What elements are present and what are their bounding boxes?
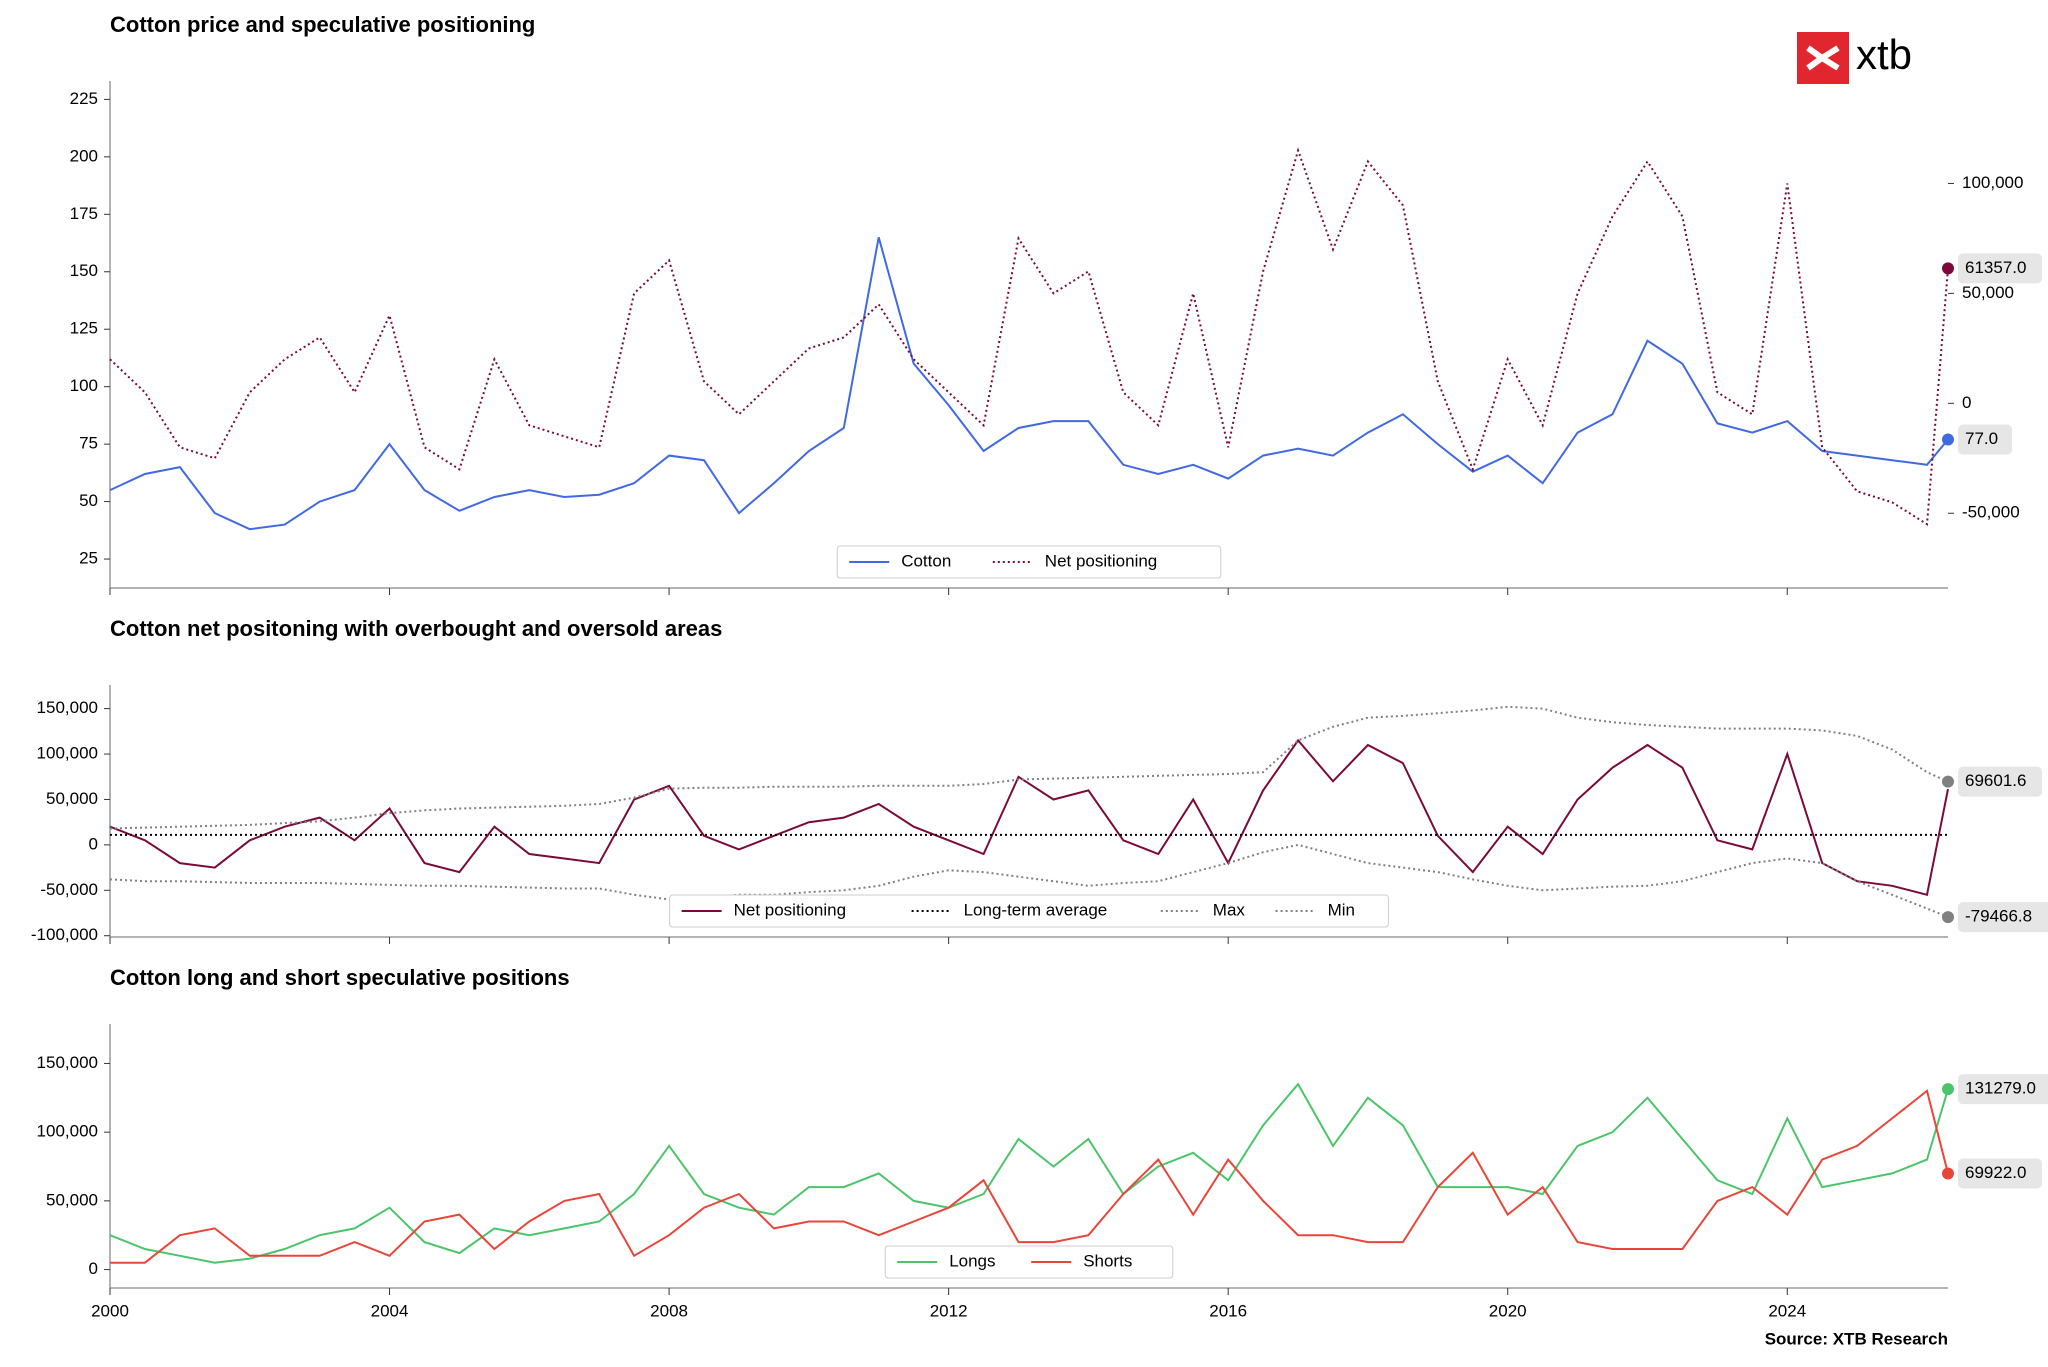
y-tick-label: 50,000 [46, 1190, 98, 1209]
logo-x [1806, 45, 1840, 71]
end-marker [1942, 911, 1954, 924]
end-label-box [1958, 902, 2048, 933]
x-tick-label: 2016 [1209, 1301, 1247, 1320]
end-marker [1942, 775, 1954, 788]
y-tick-label: 0 [89, 1259, 98, 1278]
panel-title: Cotton long and short speculative positi… [110, 965, 570, 990]
end-marker [1942, 433, 1954, 446]
y-tick-label: -50,000 [40, 880, 98, 899]
end-label-box [1958, 424, 2012, 455]
end-marker [1942, 262, 1954, 275]
panel-title: Cotton net positoning with overbought an… [110, 616, 722, 641]
legend-box [669, 894, 1389, 928]
y-tick-label: 200 [70, 146, 98, 165]
y-tick-label: 0 [89, 834, 98, 853]
x-tick-label: 2012 [930, 1301, 968, 1320]
series-group [109, 1082, 1949, 1264]
legend-label: Longs [949, 1251, 995, 1270]
y-tick-label: 150,000 [37, 1053, 98, 1072]
end-label: 61357.0 [1965, 258, 2026, 277]
legend-label: Net positioning [734, 900, 846, 919]
series-line [109, 705, 1949, 830]
y-tick-label: 50,000 [46, 789, 98, 808]
y-tick-label: 75 [79, 434, 98, 453]
y-tick-label: 125 [70, 319, 98, 338]
legend-label: Min [1328, 900, 1355, 919]
y-tick-label: 150,000 [37, 698, 98, 717]
y2-tick-label: -50,000 [1962, 503, 2020, 522]
y2-tick-label: 50,000 [1962, 283, 2014, 302]
legend-label: Long-term average [964, 900, 1108, 919]
end-label: 77.0 [1965, 429, 1998, 448]
y-tick-label: 100,000 [37, 744, 98, 763]
y-tick-label: 100,000 [37, 1122, 98, 1141]
series-line [109, 237, 1949, 531]
legend-label: Net positioning [1045, 551, 1157, 570]
y-tick-label: 150 [70, 261, 98, 280]
x-tick-label: 2000 [91, 1301, 129, 1320]
y-tick-label: 50 [79, 491, 98, 510]
x-tick-label: 2024 [1768, 1301, 1806, 1320]
end-label-box [1958, 1158, 2042, 1189]
series-line [110, 1089, 1949, 1264]
end-label-box [1958, 766, 2042, 797]
end-label: 69601.6 [1965, 771, 2026, 790]
series-line [109, 147, 1949, 526]
y-tick-label: 100 [70, 376, 98, 395]
end-label-box [1958, 253, 2042, 284]
legend-label: Max [1213, 900, 1246, 919]
legend-label: Cotton [901, 551, 951, 570]
y-tick-label: 225 [70, 89, 98, 108]
series-line [109, 1082, 1949, 1264]
y2-tick-label: 0 [1962, 393, 1971, 412]
end-marker [1942, 1167, 1954, 1180]
y-tick-label: 175 [70, 204, 98, 223]
x-tick-label: 2020 [1489, 1301, 1527, 1320]
source: Source: XTB Research [1765, 1329, 1948, 1348]
panel-title: Cotton price and speculative positioning [110, 12, 535, 37]
y-tick-label: -100,000 [31, 925, 98, 944]
logo-text: xtb [1856, 31, 1912, 78]
x-tick-label: 2004 [371, 1301, 409, 1320]
legend-box [884, 1245, 1174, 1279]
end-label-box [1958, 1074, 2048, 1105]
end-label: 69922.0 [1965, 1163, 2026, 1182]
series-group [109, 147, 1949, 531]
end-label: 131279.0 [1965, 1079, 2036, 1098]
legend-label: Shorts [1083, 1251, 1132, 1270]
y2-tick-label: 100,000 [1962, 173, 2023, 192]
series-line [109, 738, 1949, 897]
x-tick-label: 2008 [650, 1301, 688, 1320]
series-group [109, 705, 1949, 919]
end-label: -79466.8 [1965, 907, 2032, 926]
end-marker [1942, 1083, 1954, 1096]
y-tick-label: 25 [79, 549, 98, 568]
